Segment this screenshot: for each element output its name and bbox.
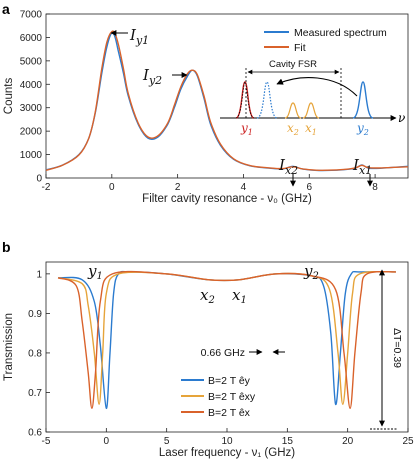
annotation-ix1: Ix1 bbox=[352, 156, 373, 187]
inset-fsr-label: Cavity FSR bbox=[269, 59, 317, 70]
label-y2: y2 bbox=[303, 262, 319, 282]
inset-label-y2: y2 bbox=[356, 121, 369, 137]
panel-b-xtick-label: 0 bbox=[104, 436, 110, 447]
panel-b-xtick-label: 10 bbox=[221, 436, 233, 447]
inset-cavity-fsr: ν Cavity FSR y1 x2 x1 y2 bbox=[220, 59, 405, 137]
inset-peak-y2-shifted bbox=[256, 81, 278, 119]
panel-a-ytick-label: 3000 bbox=[20, 103, 43, 114]
panel-a-ytick-label: 2000 bbox=[20, 127, 43, 138]
panel-a-xlabel: Filter cavity resonance - ν₀ (GHz) bbox=[142, 193, 312, 205]
panel-b-xtick-label: 5 bbox=[164, 436, 170, 447]
panel-a-ytick-label: 1000 bbox=[20, 150, 43, 161]
svg-text:Ix1: Ix1 bbox=[352, 156, 372, 177]
panel-a-series-line-1 bbox=[45, 30, 409, 172]
legend-label-measured: Measured spectrum bbox=[294, 27, 387, 39]
panel-a-ytick-label: 5000 bbox=[20, 56, 43, 67]
label-y1: y1 bbox=[87, 262, 103, 282]
panel-a-xtick-label: 4 bbox=[241, 182, 247, 193]
label-x2: x2 bbox=[200, 286, 215, 306]
panel-b-xtick-label: 20 bbox=[342, 436, 354, 447]
panel-a-xtick-label: 2 bbox=[175, 182, 181, 193]
panel-a-legend: Measured spectrum Fit bbox=[264, 27, 387, 54]
legend-label-ex: B=2 T êx bbox=[208, 407, 251, 419]
panel-a-series bbox=[45, 30, 409, 172]
depth-annotation: ΔT=0.39 bbox=[370, 269, 403, 430]
panel-b-ytick-label: 0.8 bbox=[28, 348, 42, 359]
panel-a-ytick-label: 4000 bbox=[20, 80, 43, 91]
label-x1: x1 bbox=[232, 286, 247, 306]
panel-b-legend: B=2 T êy B=2 T êxy B=2 T êx bbox=[181, 375, 256, 419]
panel-b-xtick-label: -5 bbox=[42, 436, 51, 447]
splitting-annotation: 0.66 GHz bbox=[201, 347, 285, 359]
panel-a-ylabel: Counts bbox=[3, 78, 15, 115]
legend-label-fit: Fit bbox=[294, 42, 306, 54]
inset-peak-y1 bbox=[235, 81, 255, 119]
splitting-label: 0.66 GHz bbox=[201, 347, 245, 359]
panel-b-ytick-label: 0.9 bbox=[28, 309, 42, 320]
inset-label-x2: x2 bbox=[287, 121, 299, 137]
panel-a-xtick-label: 8 bbox=[372, 182, 378, 193]
inset-label-y1: y1 bbox=[240, 121, 253, 137]
panel-b-label: b bbox=[2, 239, 11, 255]
panel-a-xtick-label: 6 bbox=[306, 182, 312, 193]
annotation-iy1: Iy1 bbox=[110, 26, 149, 47]
inset-shift-arrow bbox=[276, 77, 358, 97]
panel-a-frame bbox=[45, 13, 409, 179]
panel-a-xtick-label: -2 bbox=[42, 182, 51, 193]
panel-a-ytick-label: 0 bbox=[36, 174, 42, 185]
annotation-iy2: Iy2 bbox=[142, 66, 188, 87]
panel-a-axes bbox=[45, 13, 409, 179]
inset-label-x1: x1 bbox=[305, 121, 317, 137]
panel-b-ytick-label: 0.6 bbox=[28, 428, 42, 439]
panel-a-series-line-0 bbox=[45, 31, 409, 172]
inset-axis-symbol: ν bbox=[398, 111, 405, 125]
panel-b-ticks: -5 0 5 10 15 20 25 0.6 0.7 0.8 0.9 1 bbox=[28, 269, 414, 447]
panel-b-ylabel: Transmission bbox=[3, 313, 15, 381]
inset-peak-x1 bbox=[302, 102, 320, 119]
panel-a-ytick-label: 7000 bbox=[20, 10, 43, 21]
inset-filter-y1 bbox=[235, 81, 255, 119]
inset-peak-x2 bbox=[284, 102, 302, 119]
panel-b-series bbox=[57, 270, 396, 410]
annotation-ix2: Ix2 bbox=[278, 156, 298, 187]
panel-b-xlabel: Laser frequency - ν₁ (GHz) bbox=[159, 447, 295, 459]
panel-b-ytick-label: 0.7 bbox=[28, 388, 42, 399]
panel-b-xtick-label: 15 bbox=[282, 436, 294, 447]
inset-peak-y2 bbox=[352, 81, 374, 119]
panel-b-series-line-2 bbox=[57, 270, 396, 409]
panel-a-label: a bbox=[2, 1, 10, 17]
legend-label-exy: B=2 T êxy bbox=[208, 391, 256, 403]
legend-label-ey: B=2 T êy bbox=[208, 375, 251, 387]
svg-text:Iy2: Iy2 bbox=[142, 66, 162, 87]
svg-text:Iy1: Iy1 bbox=[129, 26, 149, 47]
panel-a-xtick-label: 0 bbox=[109, 182, 115, 193]
depth-label: ΔT=0.39 bbox=[391, 328, 403, 368]
svg-text:Ix2: Ix2 bbox=[278, 156, 298, 177]
panel-b-xtick-label: 25 bbox=[402, 436, 414, 447]
panel-b-ytick-label: 1 bbox=[36, 269, 42, 280]
panel-a-ytick-label: 6000 bbox=[20, 33, 43, 44]
